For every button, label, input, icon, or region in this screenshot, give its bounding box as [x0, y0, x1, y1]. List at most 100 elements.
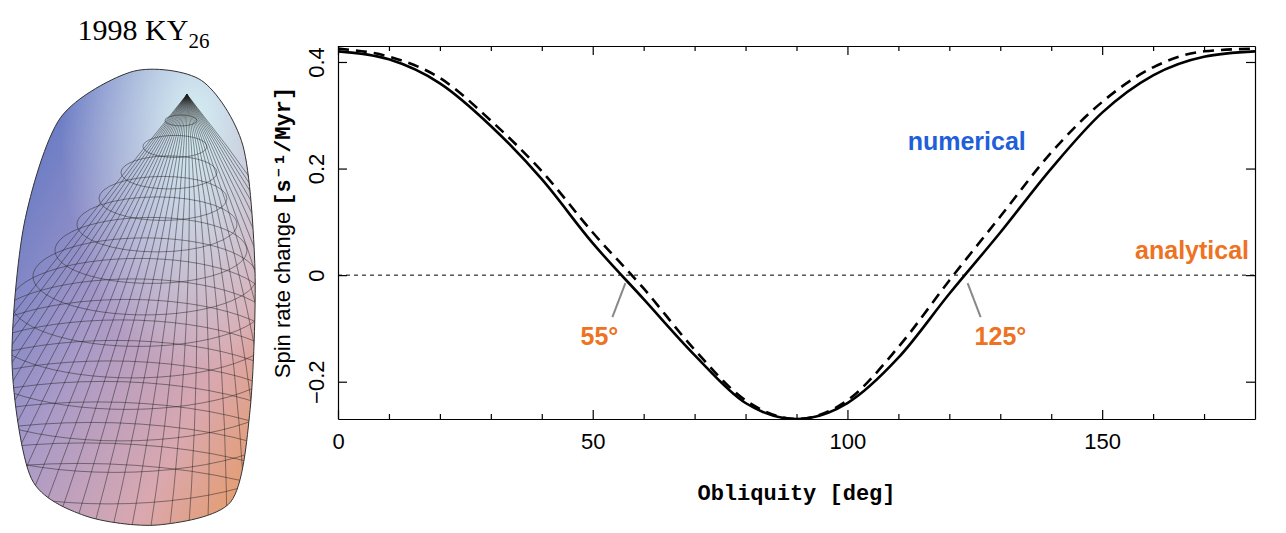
y-tick-label: 0 [304, 270, 329, 282]
mesh-meridian [87, 94, 187, 533]
y-tick-right [1246, 62, 1255, 63]
y-tick-label: 0.4 [304, 47, 329, 78]
x-minor-tick [542, 46, 543, 51]
mesh-meridian [67, 94, 187, 533]
annotation-leader [612, 283, 625, 317]
mesh-meridian [0, 94, 187, 533]
mesh-parallel [0, 443, 357, 533]
series-label: numerical [908, 127, 1026, 155]
shape-mesh [0, 94, 467, 533]
x-minor-tick [389, 414, 390, 419]
x-tick-mark [1102, 410, 1103, 419]
axis-line [338, 47, 339, 420]
mesh-parallel [0, 422, 347, 533]
x-minor-tick [949, 414, 950, 419]
annotation-label: 55° [581, 322, 619, 350]
x-minor-tick-mark [1051, 46, 1052, 51]
x-minor-tick [898, 414, 899, 419]
y-tick: 0.2 [304, 154, 347, 185]
x-tick: 50 [581, 410, 605, 454]
x-minor-tick [389, 46, 390, 51]
x-minor-tick-mark [695, 46, 696, 51]
x-tick-top [847, 46, 848, 55]
x-minor-tick [1153, 46, 1154, 51]
x-minor-tick-mark [1153, 414, 1154, 419]
x-minor-tick-mark [1051, 414, 1052, 419]
y-tick-label: −0.2 [304, 360, 329, 403]
x-minor-tick [695, 414, 696, 419]
mesh-parallel [0, 463, 367, 533]
axis-line [339, 419, 1256, 420]
y-tick-right [1246, 169, 1255, 170]
mesh-parallel [0, 340, 307, 472]
y-axis: −0.2 0 0.2 0.4 [304, 47, 347, 420]
x-minor-tick-mark [898, 46, 899, 51]
x-tick-label: 100 [830, 429, 867, 454]
x-tick-top [593, 46, 594, 55]
x-minor-tick-mark [949, 46, 950, 51]
x-minor-tick [1204, 414, 1205, 419]
x-minor-tick [644, 414, 645, 419]
mesh-meridian [0, 94, 187, 533]
x-minor-tick-mark [542, 414, 543, 419]
x-minor-tick-mark [542, 46, 543, 51]
x-minor-tick-mark [1204, 414, 1205, 419]
x-axis-top [339, 46, 1256, 55]
x-minor-tick-mark [440, 46, 441, 51]
y-tick-mark [1246, 62, 1255, 63]
x-tick-mark [847, 46, 848, 55]
mesh-meridian [47, 94, 187, 533]
y-tick-mark [338, 62, 347, 63]
mesh-meridian [0, 94, 187, 533]
mesh-parallel [0, 361, 317, 504]
x-tick-mark [1102, 46, 1103, 55]
x-minor-tick [898, 46, 899, 51]
x-minor-tick-mark [1000, 46, 1001, 51]
mesh-meridian [147, 94, 187, 533]
y-tick-mark [1246, 168, 1255, 169]
mesh-meridian [7, 94, 187, 533]
x-minor-top [389, 46, 1204, 51]
mesh-parallel [99, 176, 227, 220]
series-label: analytical [1135, 236, 1249, 264]
x-minor-tick [491, 46, 492, 51]
mesh-meridian [0, 94, 187, 533]
x-tick: 150 [1084, 410, 1121, 454]
x-minor-tick [1051, 414, 1052, 419]
x-tick: 100 [830, 410, 867, 454]
x-minor-tick [695, 46, 696, 51]
x-minor-tick [1051, 46, 1052, 51]
y-tick-mark [338, 382, 347, 383]
x-minor-tick-mark [695, 414, 696, 419]
x-minor-tick-mark [491, 414, 492, 419]
y-tick-label: 0.2 [304, 154, 329, 185]
plot-area [338, 49, 1255, 419]
x-minor-tick-mark [898, 414, 899, 419]
x-minor-tick-mark [389, 414, 390, 419]
mesh-meridian [0, 94, 187, 533]
x-tick-label: 150 [1084, 429, 1121, 454]
y-tick-mark [1246, 382, 1255, 383]
shape-model [0, 69, 467, 533]
figure: 1998 KY26050100150−0.200.20.4numericalan… [0, 0, 1286, 533]
annotation-leader [968, 283, 981, 317]
x-minor-tick [1153, 414, 1154, 419]
x-tick-mark [593, 46, 594, 55]
y-tick: −0.2 [304, 360, 347, 403]
mesh-meridian [187, 94, 467, 533]
y-tick-right [1246, 382, 1255, 383]
x-minor-tick [949, 46, 950, 51]
y-axis-title: Spin rate change [s⁻¹/Myr] [270, 87, 297, 378]
mesh-meridian [0, 94, 187, 533]
mesh-meridian [187, 94, 427, 533]
y-tick-mark [338, 168, 347, 169]
mesh-meridian [167, 94, 190, 533]
mesh-parallel [0, 299, 287, 409]
x-minor-tick-mark [491, 46, 492, 51]
x-minor-tick [440, 46, 441, 51]
zero-line [338, 275, 1255, 276]
x-minor-tick-mark [1153, 46, 1154, 51]
figure-svg: 1998 KY26050100150−0.200.20.4numericalan… [0, 0, 1286, 533]
mesh-meridian [187, 94, 210, 533]
mesh-parallel [77, 197, 237, 252]
